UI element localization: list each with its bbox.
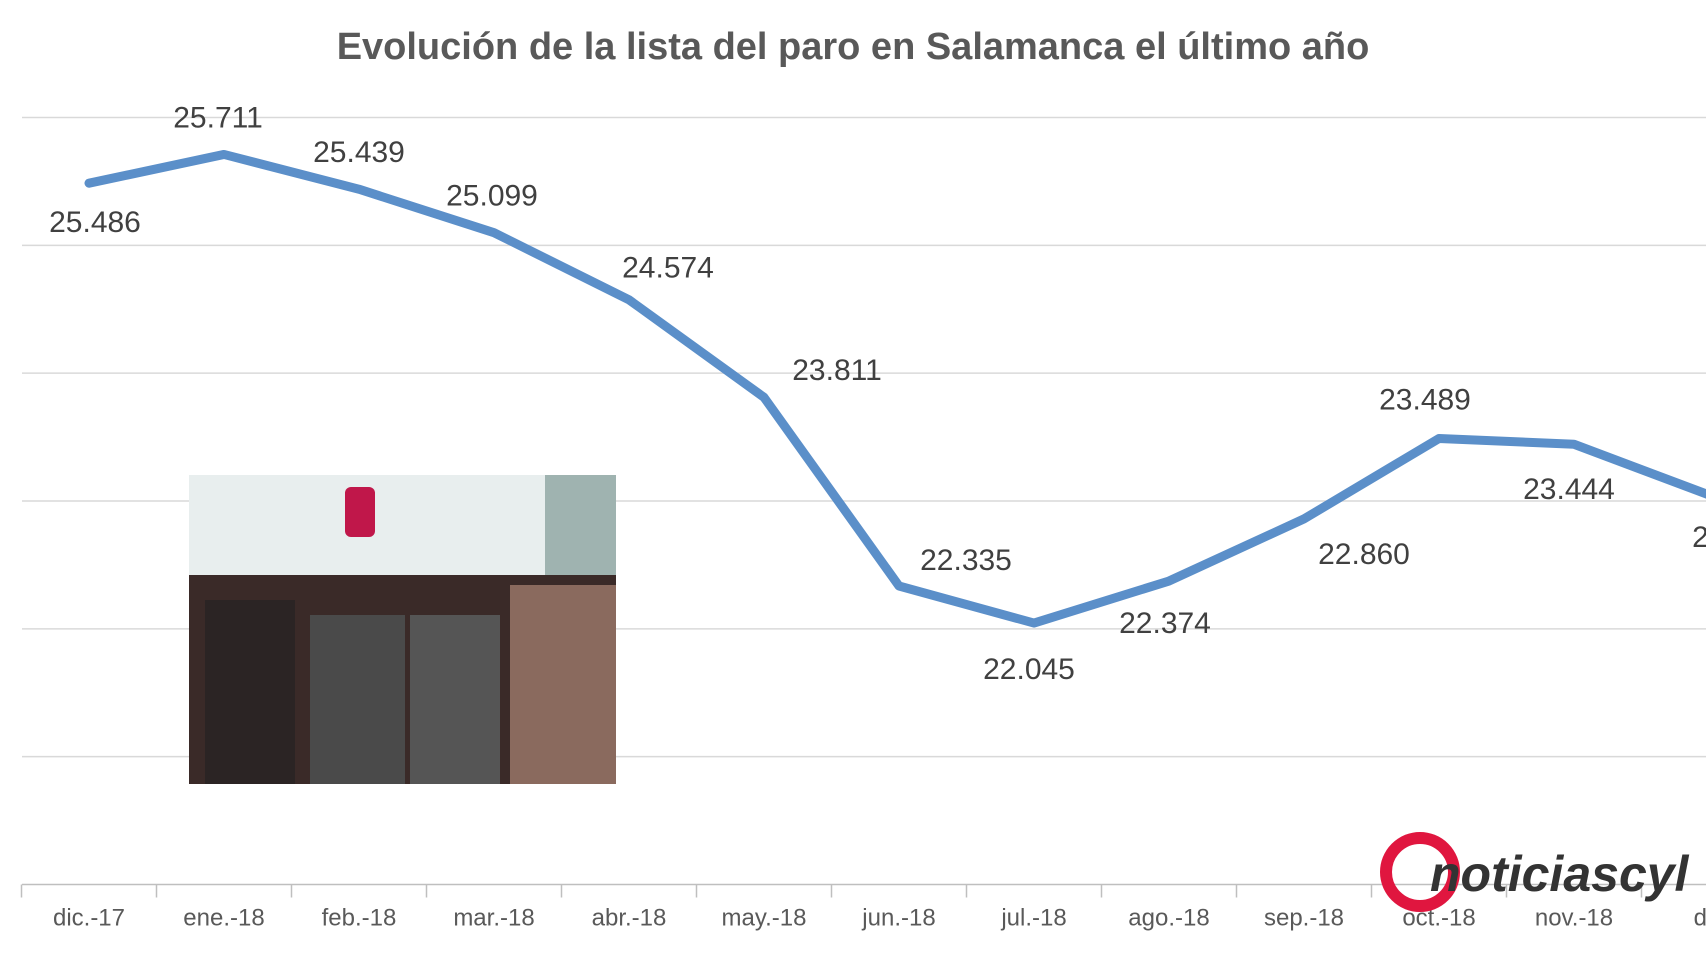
data-label: 22.860 [1318, 538, 1410, 571]
data-label: 25.711 [173, 101, 263, 134]
data-label: 23.811 [792, 354, 882, 387]
logo-text: noticiascyl [1430, 846, 1690, 902]
x-tick-label: ago.-18 [1128, 904, 1209, 931]
data-label: 25.439 [313, 136, 405, 169]
x-tick-label: may.-18 [722, 904, 807, 931]
x-tick-label: ene.-18 [183, 904, 264, 931]
data-label: 22.335 [920, 544, 1012, 577]
x-tick-label: feb.-18 [322, 904, 397, 931]
x-tick-label: dic.-17 [53, 904, 125, 931]
x-tick-label: jul.-18 [1000, 904, 1066, 931]
data-label: 23.444 [1523, 473, 1615, 506]
data-label: 25.099 [446, 180, 538, 213]
line [84, 149, 1706, 628]
x-tick-label: abr.-18 [592, 904, 667, 931]
data-label: 25.486 [49, 206, 141, 239]
x-tick-label: jun.-18 [861, 904, 935, 931]
data-label: 23. [1692, 521, 1706, 554]
chart-title: Evolución de la lista del paro en Salama… [337, 26, 1370, 68]
data-label: 22.374 [1119, 607, 1211, 640]
x-tick-label: mar.-18 [453, 904, 534, 931]
x-tick-label: dic [1694, 904, 1706, 931]
x-tick-label: nov.-18 [1535, 904, 1613, 931]
data-label: 23.489 [1379, 383, 1471, 416]
data-label: 24.574 [622, 252, 714, 285]
x-tick-label: sep.-18 [1264, 904, 1344, 931]
photo [189, 475, 616, 784]
logo: noticiascyl [1380, 832, 1690, 912]
data-label: 22.045 [983, 653, 1075, 686]
logo-ring [1380, 832, 1460, 912]
